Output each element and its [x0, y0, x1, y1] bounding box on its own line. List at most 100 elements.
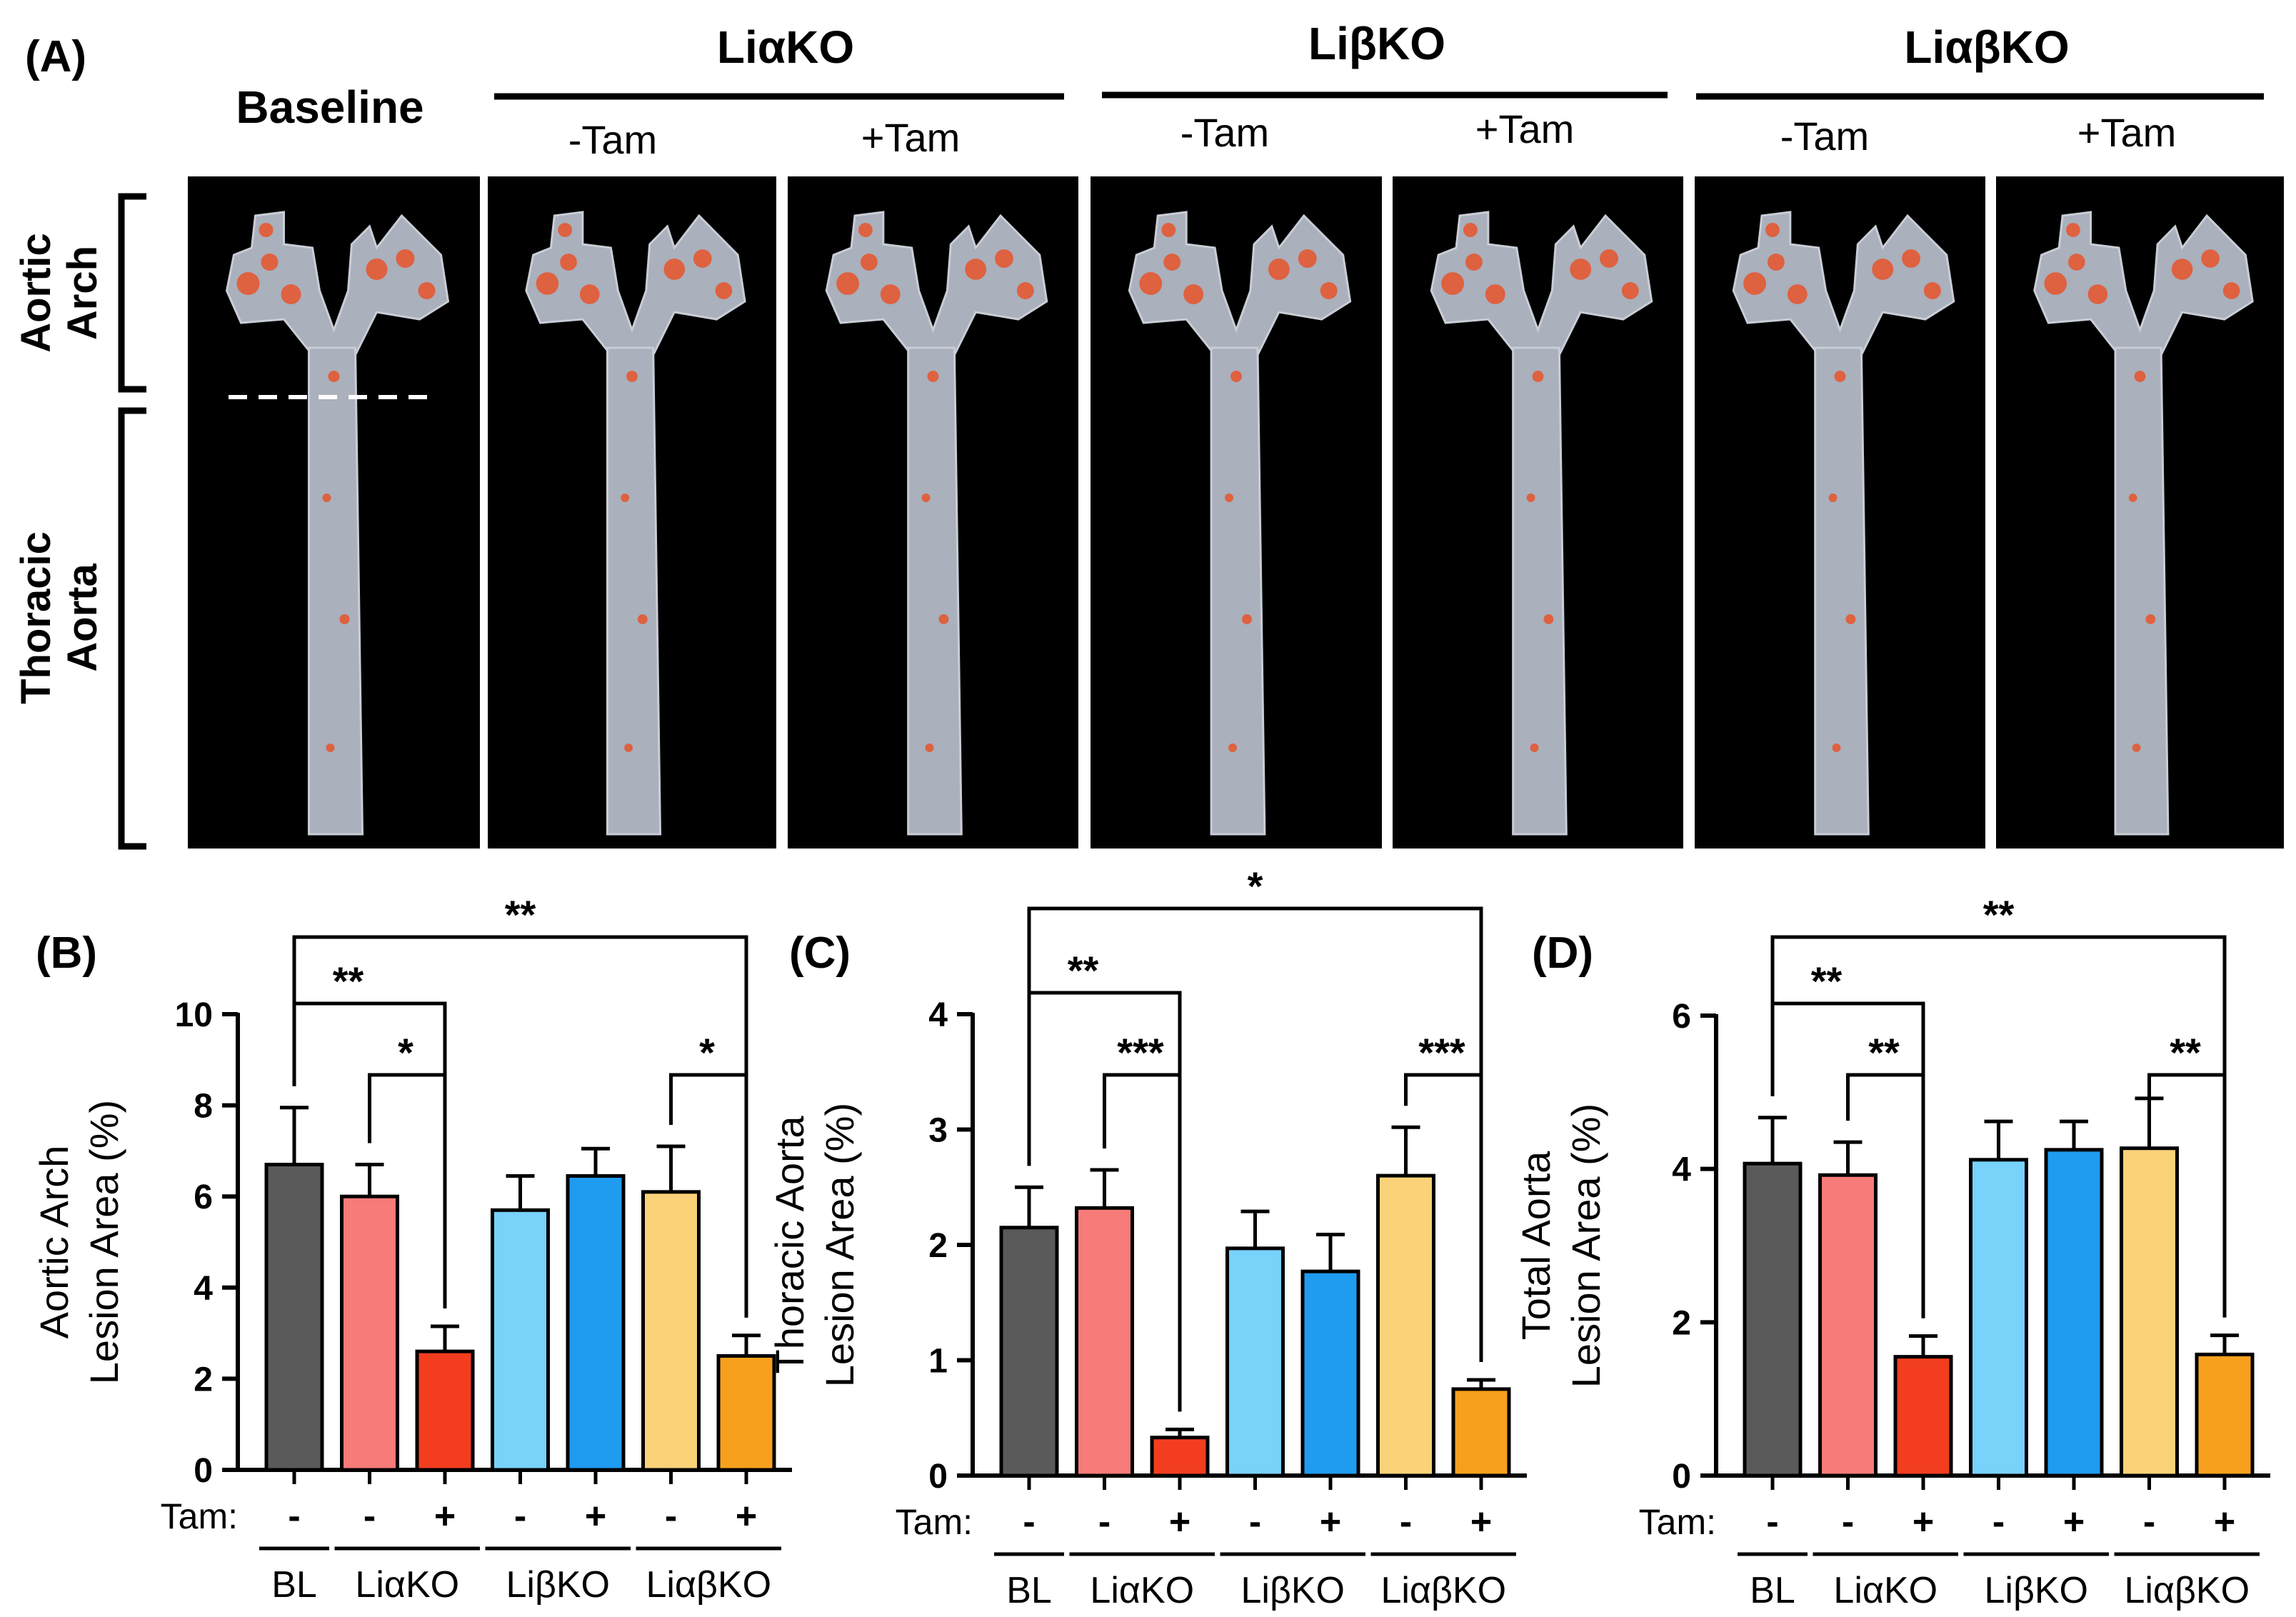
y-tick-label: 3 [928, 1112, 948, 1150]
row-label-thoracic-2: Aorta [59, 564, 106, 672]
bar [1300, 1269, 1360, 1478]
bar [1969, 1158, 2028, 1478]
lesion-spot [1530, 744, 1539, 752]
y-tick-label: 4 [928, 996, 948, 1034]
lesion-spot [1923, 282, 1941, 299]
group-label: LiαβKO [646, 1564, 771, 1606]
lesion-spot [921, 494, 931, 502]
bar [2195, 1352, 2255, 1478]
significance-label: ** [505, 892, 536, 937]
group-label: BL [1750, 1570, 1795, 1611]
bar [2120, 1146, 2179, 1478]
bar [264, 1163, 324, 1472]
significance-label: * [1248, 863, 1263, 908]
lesion-spot [396, 249, 415, 268]
arch-bracket [118, 193, 146, 393]
lesion-spot [1532, 371, 1544, 382]
group-label: LiαβKO [2124, 1570, 2250, 1611]
liabko-minus-tam: -Tam [1780, 114, 1869, 159]
y-tick-label: 4 [194, 1270, 213, 1308]
lesion-spot [1767, 254, 1785, 271]
lesion-spot [1225, 494, 1234, 502]
lesion-spot [536, 272, 559, 295]
lesion-spot [1845, 614, 1856, 624]
aorta-photo-libko-plus [1393, 176, 1683, 848]
lesion-spot [1621, 282, 1639, 299]
y-tick-label: 0 [928, 1458, 948, 1496]
aorta-photo-baseline [188, 176, 480, 848]
group-label: LiαβKO [1380, 1570, 1506, 1611]
group-label: LiβKO [506, 1564, 610, 1606]
lesion-spot [579, 284, 600, 304]
lesion-spot [560, 254, 577, 271]
chart-panel-c: (C) Thoracic Aorta Lesion Area (%) 0 1 2 3 4 - - +… [767, 863, 1527, 1611]
tam-sign: - [1249, 1501, 1261, 1543]
significance-label: * [398, 1030, 413, 1075]
lesion-spot [637, 614, 648, 624]
y-axis-label: Lesion Area (%) [817, 1103, 862, 1387]
bar [1451, 1387, 1511, 1478]
y-tick-label: 10 [175, 996, 213, 1034]
bar [491, 1208, 550, 1472]
tam-sign: + [2063, 1501, 2085, 1543]
bar [1150, 1436, 1210, 1478]
lesion-spot [880, 284, 901, 304]
panel-label: (C) [789, 928, 851, 978]
panel-label: (D) [1532, 928, 1593, 978]
significance-label: ** [2170, 1030, 2201, 1075]
aorta-photo-liako-minus [488, 176, 776, 848]
aorta-photo-liako-plus [788, 176, 1078, 848]
group-label: LiαKO [1833, 1570, 1937, 1611]
lesion-spot [626, 371, 638, 382]
baseline-title: Baseline [236, 81, 423, 133]
group-label: BL [1006, 1570, 1052, 1611]
bar [1225, 1246, 1285, 1478]
panel-label: (B) [36, 928, 97, 978]
lesion-spot [281, 284, 301, 304]
bar [1376, 1173, 1435, 1478]
lesion-spot [1016, 282, 1034, 299]
lesion-spot [1163, 254, 1181, 271]
y-tick-label: 1 [928, 1343, 948, 1381]
y-tick-label: 0 [194, 1452, 213, 1490]
lesion-spot [1465, 254, 1483, 271]
tam-sign: + [1470, 1501, 1492, 1543]
significance-label: * [699, 1030, 715, 1075]
lesion-spot [418, 282, 436, 299]
tam-sign: + [1320, 1501, 1341, 1543]
tam-sign: - [1842, 1501, 1854, 1543]
thoracic-aorta-tissue [2114, 346, 2170, 836]
significance-bracket [1846, 1073, 1925, 1318]
lesion-spot [1268, 259, 1290, 280]
tam-sign: - [514, 1496, 526, 1537]
group-label: LiαKO [355, 1564, 459, 1606]
thoracic-aorta-tissue [1210, 346, 1266, 836]
aorta-photos [188, 176, 2284, 848]
bar [1893, 1355, 1953, 1478]
chart-panel-b: (B) Aortic Arch Lesion Area (%) 0 2 4 6 8 10 - - + -… [31, 892, 792, 1606]
lesion-spot [1828, 494, 1838, 502]
significance-label: *** [1418, 1030, 1465, 1075]
lesion-spot [1139, 272, 1163, 295]
significance-label: ** [1868, 1030, 1900, 1075]
liako-plus-tam: +Tam [861, 115, 961, 160]
aorta-photo-liabko-plus [1996, 176, 2284, 848]
group-title-liabko: LiαβKO [1904, 21, 2069, 73]
lesion-spot [1485, 284, 1505, 304]
lesion-spot [1463, 223, 1478, 237]
y-tick-label: 2 [928, 1227, 948, 1265]
tam-sign: + [1169, 1501, 1190, 1543]
lesion-spot [1183, 284, 1204, 304]
thoracic-aorta-tissue [606, 346, 662, 836]
lesion-spot [259, 223, 274, 237]
bar [2044, 1148, 2104, 1478]
lesion-spot [2087, 284, 2108, 304]
lesion-spot [339, 614, 350, 624]
liako-minus-tam: -Tam [568, 117, 657, 162]
panel-a-label: (A) [25, 32, 86, 81]
lesion-spot [2128, 494, 2137, 502]
y-tick-label: 6 [194, 1178, 213, 1216]
lesion-spot [1230, 371, 1242, 382]
tam-sign: - [2143, 1501, 2155, 1543]
